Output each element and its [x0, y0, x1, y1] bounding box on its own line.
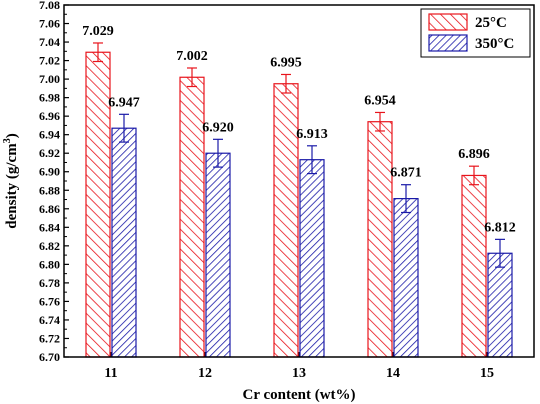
bar-350c-13: [299, 159, 325, 358]
y-tick-label: 6.88: [39, 183, 60, 197]
x-axis-ticks: 11 12 13 14 15: [104, 352, 494, 381]
data-labels-group: 7.029 6.947 7.002 6.920 6.995 6.913 6.954 6.871…: [82, 24, 516, 235]
bar-350c-15: [487, 252, 513, 358]
data-label-25c-11: 7.029: [82, 24, 114, 39]
legend: 25°C 350°C: [420, 8, 531, 58]
data-label-350c-12: 6.920: [202, 120, 234, 135]
data-label-25c-12: 7.002: [176, 49, 208, 64]
y-axis-title: density (g/cm3): [2, 133, 20, 228]
y-tick-label: 6.98: [39, 91, 60, 105]
y-tick-label: 6.70: [39, 350, 60, 364]
bar-25c-13: [273, 83, 299, 358]
y-tick-label: 6.76: [39, 294, 60, 308]
x-tick-label: 15: [480, 366, 494, 381]
bar-350c-14: [393, 198, 419, 358]
y-tick-label: 7.04: [39, 35, 60, 49]
bar-25c-14: [367, 121, 393, 358]
bar-25c-12: [179, 76, 205, 358]
y-tick-label: 7.02: [39, 54, 60, 68]
bars-group: [85, 42, 513, 358]
x-tick-label: 14: [386, 366, 400, 381]
data-label-25c-14: 6.954: [364, 93, 396, 108]
y-tick-label: 6.92: [39, 146, 60, 160]
y-tick-label: 6.90: [39, 165, 60, 179]
y-tick-label: 6.86: [39, 202, 60, 216]
y-tick-label: 6.80: [39, 257, 60, 271]
y-tick-label: 6.94: [39, 128, 60, 142]
legend-swatch-350c: [428, 34, 468, 52]
bar-25c-11: [85, 51, 111, 358]
bar-350c-11: [111, 127, 137, 358]
y-tick-label: 7.06: [39, 17, 60, 31]
x-tick-label: 13: [292, 366, 306, 381]
bar-25c-15: [461, 174, 487, 358]
x-axis-title: Cr content (wt%): [242, 387, 355, 403]
y-axis-ticks: 6.70 6.72 6.74 6.76 6.78 6.80 6.82 6.84 6.86 6.88…: [39, 0, 69, 364]
data-label-25c-13: 6.995: [270, 55, 302, 70]
data-label-25c-15: 6.896: [458, 147, 490, 162]
y-tick-label: 7.00: [39, 72, 60, 86]
plot-area-frame: [63, 4, 535, 358]
y-tick-label: 6.82: [39, 239, 60, 253]
y-tick-label: 6.96: [39, 109, 60, 123]
legend-label-350c: 350°C: [475, 36, 514, 52]
legend-label-25c: 25°C: [475, 15, 507, 31]
x-tick-label: 12: [198, 366, 212, 381]
y-tick-label: 6.72: [39, 331, 60, 345]
bar-350c-12: [205, 152, 231, 358]
legend-swatch-25c: [428, 13, 468, 31]
y-tick-label: 6.74: [39, 313, 60, 327]
y-tick-label: 6.78: [39, 276, 60, 290]
data-label-350c-14: 6.871: [390, 166, 422, 181]
y-tick-label: 7.08: [39, 0, 60, 12]
x-tick-label: 11: [104, 366, 117, 381]
data-label-350c-11: 6.947: [108, 95, 140, 110]
data-label-350c-15: 6.812: [484, 220, 516, 235]
data-label-350c-13: 6.913: [296, 127, 328, 142]
y-tick-label: 6.84: [39, 220, 60, 234]
